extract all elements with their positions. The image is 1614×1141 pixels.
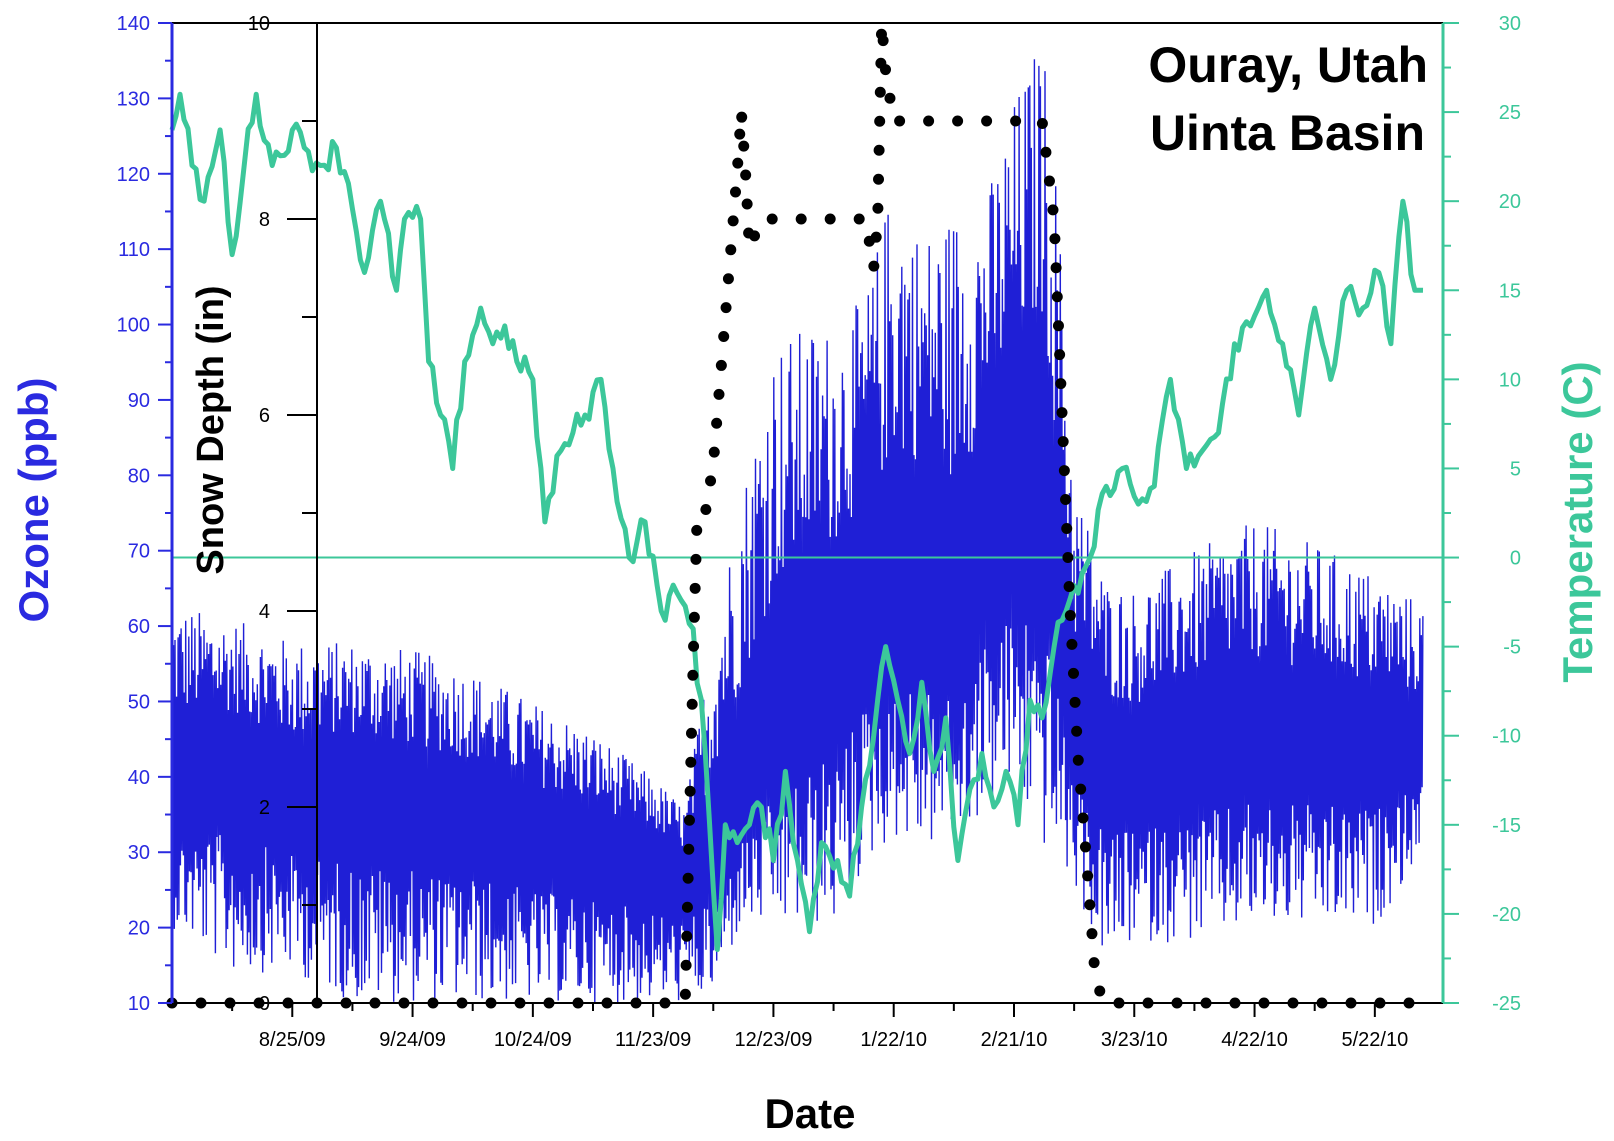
date-tick-label: 10/24/09 <box>494 1029 572 1051</box>
ozone-tick-label: 70 <box>128 541 150 563</box>
snow-series-group <box>166 22 1429 1009</box>
temperature-tick-label: 0 <box>1510 548 1521 570</box>
ozone-tick-label: 120 <box>117 164 150 186</box>
temperature-tick-label: 5 <box>1510 458 1521 480</box>
axes-group <box>158 22 1459 1017</box>
temperature-tick-label: 15 <box>1499 280 1521 302</box>
ozone-tick-label: 40 <box>128 767 150 789</box>
temperature-tick-label: 20 <box>1499 191 1521 213</box>
temperature-tick-label: 25 <box>1499 102 1521 124</box>
ozone-tick-label: 10 <box>128 993 150 1015</box>
temperature-tick-label: -20 <box>1492 904 1521 926</box>
date-tick-label: 5/22/10 <box>1341 1029 1408 1051</box>
ozone-axis-label: Ozone (ppb) <box>10 378 57 623</box>
temperature-series-line <box>169 91 1424 952</box>
snow-tick-label: 8 <box>259 209 270 231</box>
date-tick-label: 1/22/10 <box>860 1029 927 1051</box>
snow-tick-label: 2 <box>259 797 270 819</box>
ozone-tick-label: 20 <box>128 918 150 940</box>
ozone-tick-label: 110 <box>118 239 150 261</box>
ozone-tick-label: 130 <box>117 88 150 110</box>
temperature-series-group <box>169 91 1443 952</box>
chart-subtitle: Uinta Basin <box>1150 105 1425 161</box>
snow-tick-label: 0 <box>259 993 270 1015</box>
snow-depth-series-line <box>166 22 1429 1009</box>
tick-labels-group: 1020304050607080901001101201301400246810… <box>117 13 1521 1051</box>
temperature-tick-label: -5 <box>1503 637 1521 659</box>
date-tick-label: 11/23/09 <box>615 1029 691 1051</box>
x-axis-label: Date <box>764 1090 855 1136</box>
date-tick-label: 2/21/10 <box>981 1029 1048 1051</box>
ozone-tick-label: 140 <box>117 13 150 35</box>
ozone-series-line <box>171 59 1424 1003</box>
snow-axis-label: Snow Depth (in) <box>190 285 232 574</box>
temperature-axis-label: Temperature (C) <box>1554 361 1601 682</box>
ozone-tick-label: 50 <box>128 691 150 713</box>
temperature-tick-label: -10 <box>1492 726 1521 748</box>
temperature-tick-label: 10 <box>1499 369 1521 391</box>
snow-tick-label: 10 <box>248 13 270 35</box>
ozone-tick-label: 30 <box>128 842 150 864</box>
date-tick-label: 12/23/09 <box>734 1029 812 1051</box>
date-tick-label: 3/23/10 <box>1101 1029 1168 1051</box>
ozone-tick-label: 60 <box>128 616 150 638</box>
chart-title: Ouray, Utah <box>1148 37 1428 93</box>
temperature-tick-label: 30 <box>1499 13 1521 35</box>
snow-tick-label: 4 <box>259 601 270 623</box>
date-tick-label: 8/25/09 <box>259 1029 326 1051</box>
temperature-tick-label: -15 <box>1492 815 1521 837</box>
date-tick-label: 9/24/09 <box>379 1029 446 1051</box>
ozone-tick-label: 80 <box>128 465 150 487</box>
ozone-tick-label: 100 <box>117 315 150 337</box>
date-tick-label: 4/22/10 <box>1221 1029 1288 1051</box>
temperature-tick-label: -25 <box>1492 993 1521 1015</box>
ozone-tick-label: 90 <box>128 390 150 412</box>
snow-tick-label: 6 <box>259 405 270 427</box>
ozone-series-group <box>171 59 1424 1003</box>
